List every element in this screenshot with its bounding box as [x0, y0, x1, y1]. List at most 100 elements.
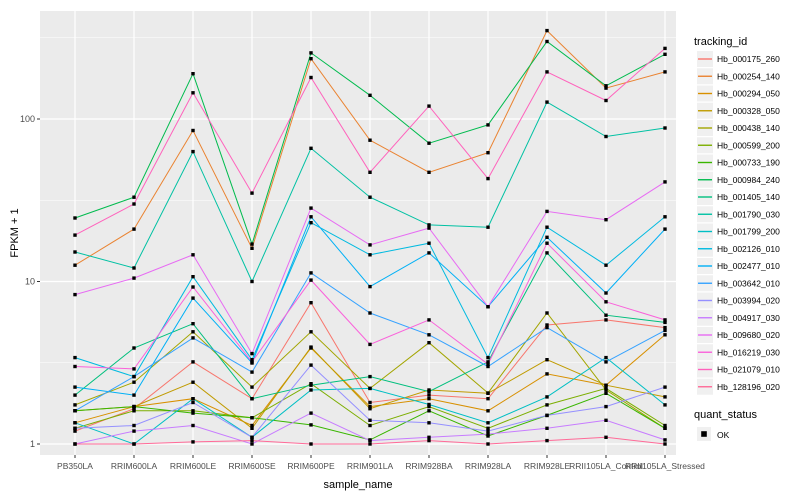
data-point — [132, 429, 136, 433]
data-point — [309, 271, 313, 275]
x-tick-label: PB350LA — [57, 461, 93, 471]
data-point — [191, 253, 195, 257]
data-point — [368, 243, 372, 247]
data-point — [427, 409, 431, 413]
data-point — [486, 362, 490, 366]
data-point — [545, 413, 549, 418]
data-point — [250, 242, 254, 246]
data-point — [309, 442, 313, 446]
data-point — [132, 380, 136, 384]
legend-item: Hb_000599_200 — [697, 137, 780, 154]
x-tick-label: RRIM600PE — [287, 461, 335, 471]
legend-item: Hb_000254_140 — [697, 68, 780, 85]
data-point — [427, 402, 431, 407]
data-point — [250, 435, 254, 439]
data-point — [250, 246, 254, 250]
data-point — [132, 404, 136, 409]
data-point — [545, 70, 549, 74]
legend-item-label: Hb_002477_010 — [717, 261, 780, 271]
data-point — [427, 404, 431, 409]
data-point — [191, 411, 195, 415]
data-point — [604, 300, 608, 304]
legend-item: Hb_016219_030 — [697, 344, 780, 361]
data-point — [309, 388, 313, 392]
data-point — [132, 374, 136, 379]
data-point — [191, 397, 195, 401]
x-tick-label: RRIM928LE — [524, 461, 571, 471]
data-point — [309, 75, 313, 80]
data-point — [191, 409, 195, 413]
data-point — [250, 351, 254, 356]
legend-item-label: Hb_000733_190 — [717, 158, 780, 168]
data-point — [191, 275, 195, 279]
data-point — [191, 149, 195, 154]
data-point — [368, 93, 372, 97]
data-point — [604, 291, 608, 295]
data-point — [309, 278, 313, 282]
legend-item-label: Hb_000294_050 — [717, 89, 780, 99]
data-point — [73, 263, 77, 267]
data-point — [309, 383, 313, 387]
data-point — [368, 374, 372, 379]
data-point — [663, 403, 667, 407]
data-point — [427, 393, 431, 397]
legend-item-label: Hb_003642_010 — [717, 278, 780, 288]
data-point — [132, 423, 136, 428]
data-point — [132, 393, 136, 397]
data-point — [486, 421, 490, 425]
data-point — [191, 285, 195, 289]
data-point — [427, 435, 431, 439]
data-point — [309, 345, 313, 349]
data-point — [250, 397, 254, 401]
data-point — [427, 438, 431, 443]
legend-quant-ok-label: OK — [717, 430, 730, 440]
data-point — [73, 393, 77, 397]
data-point — [427, 241, 431, 245]
data-point — [604, 386, 608, 391]
legend-item: Hb_001405_140 — [697, 189, 780, 205]
legend-item-label: Hb_001790_030 — [717, 209, 780, 219]
legend-item-label: Hb_021079_010 — [717, 365, 780, 375]
data-point — [132, 276, 136, 280]
data-point — [427, 141, 431, 145]
data-point — [486, 364, 490, 369]
data-point — [545, 100, 549, 104]
data-point — [368, 284, 372, 289]
data-point — [368, 418, 372, 422]
data-point — [368, 423, 372, 428]
data-point — [73, 403, 77, 407]
legend-item: Hb_000984_240 — [697, 171, 780, 188]
data-point — [73, 250, 77, 254]
data-point — [368, 400, 372, 405]
data-point — [486, 434, 490, 438]
data-point — [250, 442, 254, 446]
data-point — [191, 330, 195, 334]
data-point — [191, 380, 195, 384]
data-point — [191, 423, 195, 428]
data-point — [486, 225, 490, 229]
legend-item: Hb_003994_020 — [697, 292, 780, 309]
data-point — [368, 442, 372, 446]
data-point — [427, 226, 431, 230]
data-point — [663, 227, 667, 231]
data-point — [604, 134, 608, 139]
data-point — [73, 421, 77, 425]
data-point — [663, 385, 667, 389]
data-point — [663, 426, 667, 430]
data-point — [73, 355, 77, 360]
data-point — [250, 279, 254, 284]
legend-item: Hb_001799_200 — [697, 223, 780, 240]
data-point — [191, 322, 195, 326]
data-point — [604, 383, 608, 387]
data-point — [250, 416, 254, 420]
data-point — [604, 86, 608, 90]
data-point — [545, 426, 549, 430]
data-point — [427, 318, 431, 322]
legend-item-label: Hb_000175_260 — [717, 54, 780, 64]
data-point — [663, 46, 667, 51]
data-point — [368, 311, 372, 315]
legend-item-label: Hb_000328_050 — [717, 106, 780, 116]
data-point — [368, 170, 372, 174]
legend-item: Hb_000733_190 — [697, 154, 780, 171]
